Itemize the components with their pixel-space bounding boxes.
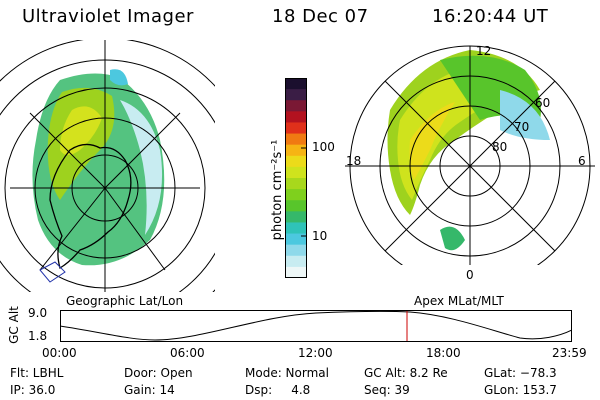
- geographic-panel-label: Geographic Lat/Lon: [66, 294, 184, 308]
- mlt-label-12: 12: [476, 44, 492, 58]
- mlt-label-0: 0: [466, 268, 474, 282]
- colorbar-band: [285, 78, 307, 90]
- colorbar: [285, 78, 307, 278]
- colorbar-band: [285, 111, 307, 123]
- glat-info: GLat: −78.3: [484, 366, 557, 380]
- mlt-label-6: 6: [578, 154, 586, 168]
- colorbar-band: [285, 200, 307, 212]
- mlat-label-80: 80: [492, 140, 508, 154]
- altitude-xtick-0000: 00:00: [42, 346, 77, 360]
- dsp-info: Dsp: 4.8: [245, 383, 311, 397]
- colorbar-band: [285, 178, 307, 190]
- altitude-ylabel: GC Alt: [7, 306, 21, 344]
- magnetic-panel-label: Apex MLat/MLT: [414, 294, 504, 308]
- colorbar-band: [285, 122, 307, 135]
- colorbar-band: [285, 266, 307, 278]
- date-label: 18 Dec 07: [272, 6, 369, 27]
- colorbar-band: [285, 255, 307, 268]
- colorbar-tick-10: 10: [312, 229, 328, 243]
- magnetic-polar-map: [345, 45, 595, 265]
- time-label: 16:20:44 UT: [432, 6, 549, 27]
- altitude-xtick-1200: 12:00: [298, 346, 333, 360]
- gc-alt-info: GC Alt: 8.2 Re: [364, 366, 448, 380]
- colorbar-band: [285, 233, 307, 246]
- colorbar-band: [285, 211, 307, 223]
- colorbar-band: [285, 166, 307, 179]
- colorbar-band: [285, 244, 307, 257]
- mlat-label-60: 60: [535, 96, 551, 110]
- mode-info: Mode: Normal: [245, 366, 329, 380]
- geographic-map: [0, 40, 215, 292]
- colorbar-band: [285, 155, 307, 168]
- altitude-xtick-1800: 18:00: [426, 346, 461, 360]
- colorbar-band: [285, 100, 307, 112]
- ip-info: IP: 36.0: [10, 383, 56, 397]
- altitude-ytick-low: 1.8: [28, 329, 48, 343]
- door-info: Door: Open: [124, 366, 193, 380]
- altitude-plot: [60, 310, 572, 342]
- colorbar-band: [285, 222, 307, 235]
- colorbar-unit-label: photon cm⁻²s⁻¹: [270, 139, 285, 241]
- colorbar-band: [285, 189, 307, 201]
- mlat-label-70: 70: [514, 120, 530, 134]
- colorbar-band: [285, 89, 307, 101]
- app-title: Ultraviolet Imager: [22, 6, 194, 27]
- altitude-ytick-high: 9.0: [28, 306, 48, 320]
- altitude-xtick-0600: 06:00: [170, 346, 205, 360]
- altitude-xtick-2359: 23:59: [552, 346, 587, 360]
- mlt-label-18: 18: [346, 154, 362, 168]
- gain-info: Gain: 14: [124, 383, 175, 397]
- glon-info: GLon: 153.7: [484, 383, 557, 397]
- filter-info: Flt: LBHL: [10, 366, 64, 380]
- seq-info: Seq: 39: [364, 383, 410, 397]
- colorbar-band: [285, 133, 307, 146]
- colorbar-band: [285, 144, 307, 157]
- colorbar-tick-100: 100: [312, 140, 335, 154]
